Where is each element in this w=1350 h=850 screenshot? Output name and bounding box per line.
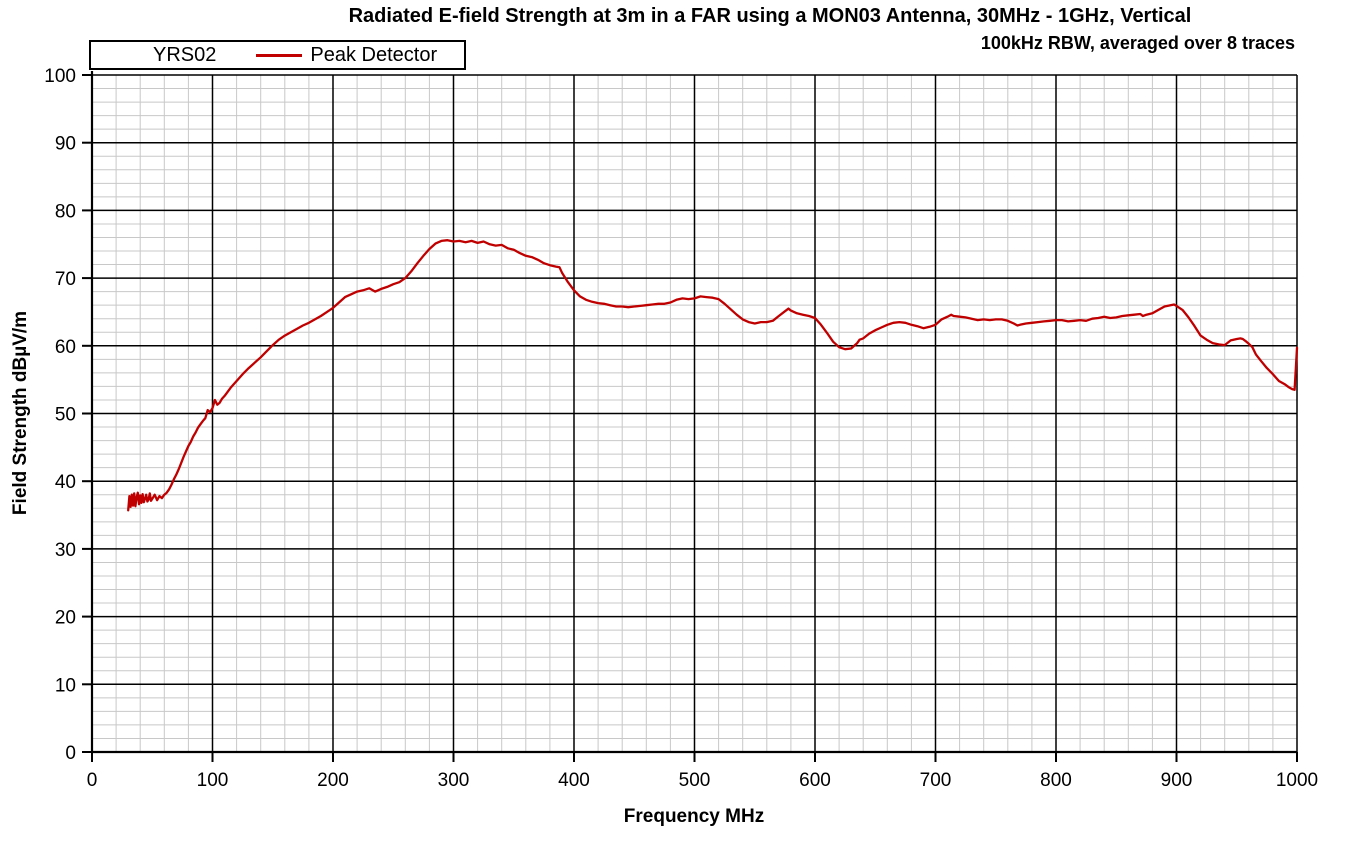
y-tick-label: 80: [55, 201, 76, 222]
x-tick-label: 700: [920, 770, 952, 791]
major-gridlines: [91, 74, 1298, 753]
y-tick-label: 10: [55, 675, 76, 696]
y-tick-label: 30: [55, 540, 76, 561]
x-tick-label: 300: [438, 770, 470, 791]
y-tick-label: 0: [65, 743, 76, 764]
x-tick-label: 200: [317, 770, 349, 791]
x-tick-label: 400: [558, 770, 590, 791]
y-axis-title: Field Strength dBµV/m: [10, 310, 31, 516]
legend: YRS02 Peak Detector: [89, 40, 466, 70]
x-tick-label: 900: [1161, 770, 1193, 791]
x-tick-label: 1000: [1276, 770, 1318, 791]
legend-series-label: Peak Detector: [310, 43, 438, 66]
x-tick-label: 800: [1040, 770, 1072, 791]
y-tick-label: 90: [55, 134, 76, 155]
legend-line-sample-icon: [256, 53, 303, 57]
y-tick-label: 20: [55, 608, 76, 629]
chart-title: Radiated E-field Strength at 3m in a FAR…: [348, 5, 1192, 27]
y-tick-label: 50: [55, 405, 76, 426]
x-tick-label: 500: [679, 770, 711, 791]
y-tick-label: 60: [55, 337, 76, 358]
chart-subtitle: 100kHz RBW, averaged over 8 traces: [980, 33, 1295, 53]
y-tick-labels: 0 10 20 30 40 50 60 70 80 90 100: [44, 66, 76, 764]
y-tick-label: 100: [44, 66, 76, 87]
peak-detector-trace: [127, 239, 1299, 512]
y-tick-label: 40: [55, 472, 76, 493]
x-tick-labels: 0 100 200 300 400 500 600 700 800 900 1000: [87, 770, 1318, 791]
legend-series-name: YRS02: [153, 43, 217, 66]
x-tick-label: 100: [197, 770, 229, 791]
x-tick-label: 600: [799, 770, 831, 791]
y-tick-label: 70: [55, 269, 76, 290]
trace-layer: [127, 239, 1299, 512]
x-tick-label: 0: [87, 770, 98, 791]
x-axis-title: Frequency MHz: [623, 806, 765, 827]
axis-ticks: [82, 74, 1298, 762]
